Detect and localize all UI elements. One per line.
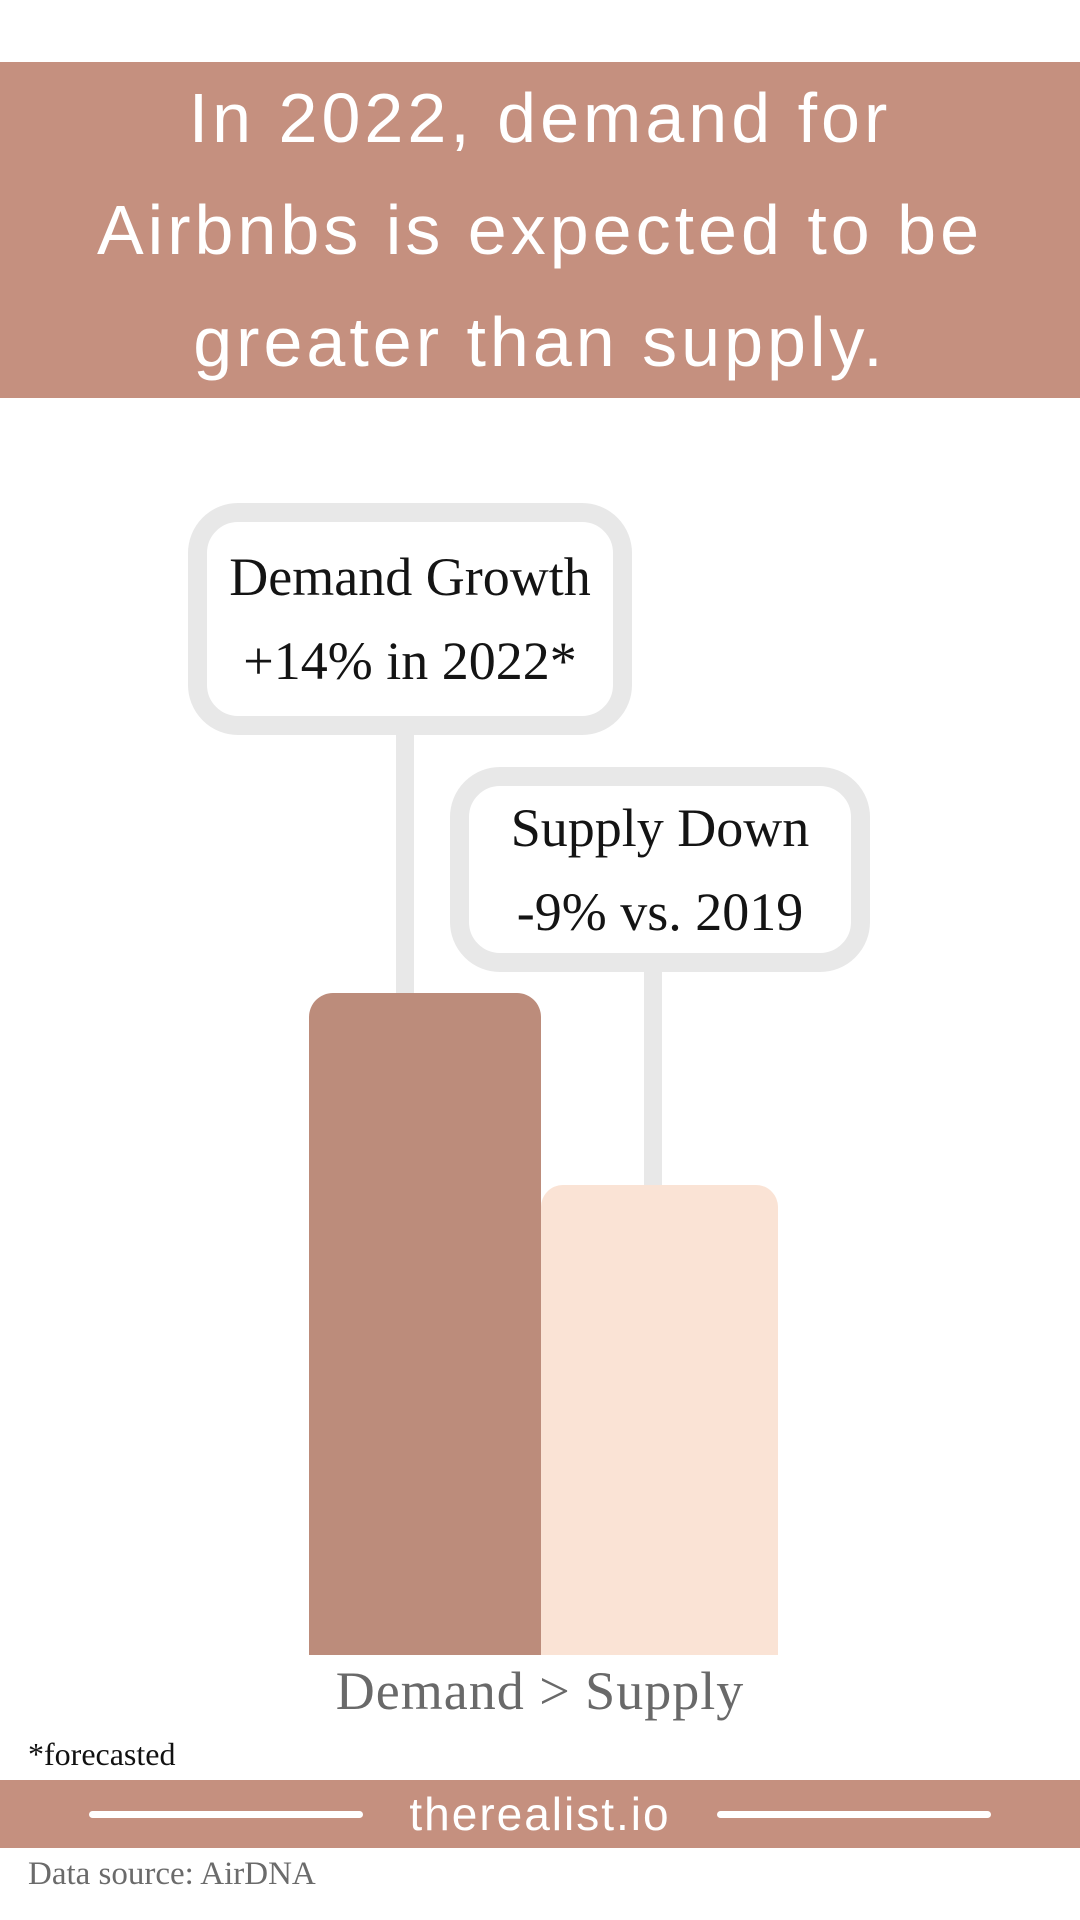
- header-line-3: greater than supply.: [193, 303, 887, 381]
- data-source-credit: Data source: AirDNA: [28, 1856, 316, 1892]
- supply-connector-line: [644, 952, 662, 1204]
- supply-callout-title: Supply Down: [510, 797, 810, 858]
- demand-callout-value: +14% in 2022*: [243, 631, 577, 691]
- divider-line-right: [716, 1810, 991, 1818]
- supply-down-callout: Supply Down -9% vs. 2019: [450, 767, 870, 972]
- demand-growth-callout: Demand Growth +14% in 2022*: [188, 503, 632, 735]
- supply-callout-value: -9% vs. 2019: [516, 881, 804, 942]
- header-banner: In 2022, demand for Airbnbs is expected …: [0, 62, 1080, 398]
- forecast-footnote: *forecasted: [28, 1736, 176, 1772]
- divider-line-left: [89, 1810, 364, 1818]
- chart-caption: Demand > Supply: [335, 1661, 745, 1721]
- brand-text: therealist.io: [409, 1788, 671, 1840]
- footer-banner: therealist.io: [0, 1780, 1080, 1848]
- header-line-1: In 2022, demand for: [188, 79, 892, 157]
- demand-connector-line: [396, 722, 414, 1014]
- demand-bar: [309, 993, 541, 1655]
- supply-bar: [541, 1185, 778, 1655]
- demand-callout-title: Demand Growth: [229, 547, 591, 607]
- header-line-2: Airbnbs is expected to be: [96, 191, 984, 269]
